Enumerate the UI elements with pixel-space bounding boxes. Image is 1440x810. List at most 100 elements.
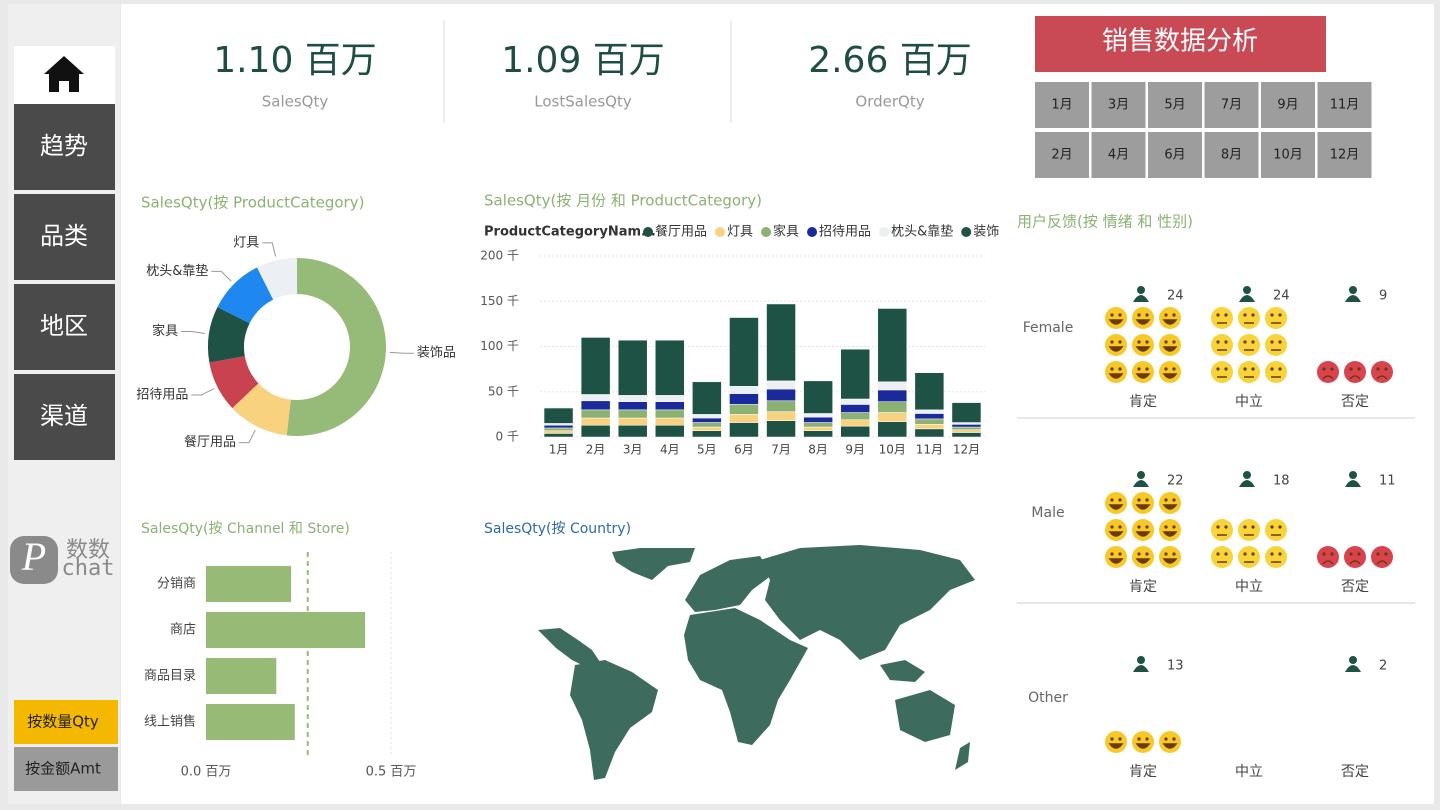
emoji-eye [1110,737,1114,741]
y-tick-label: 线上销售 [144,714,196,730]
emoji [1105,546,1127,568]
bar-segment [692,381,722,415]
month-button[interactable] [1091,132,1146,178]
nav-button[interactable] [14,194,115,280]
emoji [1132,546,1154,568]
emoji-eye [1137,313,1141,317]
person-head [1137,656,1145,664]
emoji [1105,334,1127,356]
x-tick-label: 5月 [697,443,717,457]
nav-button[interactable] [14,374,115,460]
bar [206,566,292,602]
month-button[interactable] [1035,82,1089,128]
bar-segment [692,417,722,423]
slice-label: 装饰品 [417,346,456,361]
month-button[interactable] [1317,132,1372,178]
bar-segment [580,424,611,438]
emoji-eye [1145,737,1149,741]
month-label: 8月 [1221,148,1242,163]
emoji-mouth [1162,319,1178,325]
emoji-eye [1172,367,1176,371]
bar-segment [580,400,611,411]
slice-label: 家具 [152,323,178,339]
month-button[interactable] [1091,82,1146,128]
emoji-eye [1357,552,1361,556]
emoji [1238,361,1260,383]
nav-button[interactable] [14,104,115,190]
person-head [1349,471,1357,479]
nav-label: 趋势 [40,132,88,160]
emoji [1265,334,1287,356]
x-tick-label: 8月 [808,443,828,457]
emoji-eye [1118,552,1122,556]
legend-entry: 灯具 [727,225,753,240]
bar-segment [543,407,574,424]
count-label: 24 [1273,289,1290,304]
bar-segment [877,421,908,438]
nav-label: 地区 [40,312,88,340]
month-label: 5月 [1164,98,1185,113]
x-tick-label: 0.5 百万 [366,765,417,780]
emoji-eye [1118,498,1122,502]
nav-button[interactable] [14,284,115,370]
bar-segment [766,380,796,390]
emoji [1265,361,1287,383]
month-label: 2月 [1051,148,1072,163]
bar-segment [766,420,796,438]
bar-segment [617,417,648,426]
kpi-value: 1.10 百万 [213,40,377,81]
logo-text: 数数 [66,538,110,563]
chart-title: SalesQty(按 Channel 和 Store) [141,521,350,537]
bar-segment [840,419,870,427]
emoji-mouth [1135,743,1151,749]
bar-segment [692,430,722,438]
emoji-eye [1270,525,1274,529]
emoji-eye [1216,552,1220,556]
emoji-eye [1164,525,1168,529]
emoji-group [1317,361,1393,383]
bar-segment [914,413,945,420]
emoji-eye [1224,340,1228,344]
sentiment-label: 肯定 [1129,579,1157,595]
person-body [1133,295,1149,302]
month-button[interactable] [1261,82,1315,128]
emoji-eye [1278,552,1282,556]
measure-button[interactable] [14,700,118,744]
emoji [1317,546,1339,568]
asia [760,545,975,660]
emoji [1371,361,1393,383]
month-button[interactable] [1148,82,1202,128]
leader-line [211,270,232,282]
emoji-eye [1164,737,1168,741]
emoji-eye [1118,340,1122,344]
emoji [1265,519,1287,541]
person-body [1133,665,1149,672]
emoji [1238,307,1260,329]
month-button[interactable] [1317,82,1372,128]
emoji [1132,492,1154,514]
emoji-eye [1357,367,1361,371]
legend-entry: 枕头&靠垫 [891,224,953,240]
bar-segment [914,428,945,438]
bar-segment [951,422,982,425]
sentiment-label: 否定 [1341,394,1369,410]
bar-segment [543,430,574,434]
measure-label: 按金额Amt [25,760,101,778]
y-tick-label: 0 千 [496,430,519,444]
emoji-eye [1137,340,1141,344]
emoji [1344,546,1366,568]
emoji [1159,731,1181,753]
y-tick-label: 100 千 [480,339,519,353]
emoji [1105,519,1127,541]
month-button[interactable] [1148,132,1202,178]
x-tick-label: 10月 [879,443,906,457]
month-button[interactable] [1261,132,1315,178]
month-button[interactable] [1035,132,1089,178]
kpi-label: SalesQty [262,93,329,111]
measure-label: 按数量Qty [27,713,99,731]
month-button[interactable] [1204,82,1259,128]
chart-title: 用户反馈(按 情绪 和 性别) [1017,213,1193,231]
person-head [1137,471,1145,479]
measure-button[interactable] [14,747,118,791]
month-button[interactable] [1204,132,1259,178]
